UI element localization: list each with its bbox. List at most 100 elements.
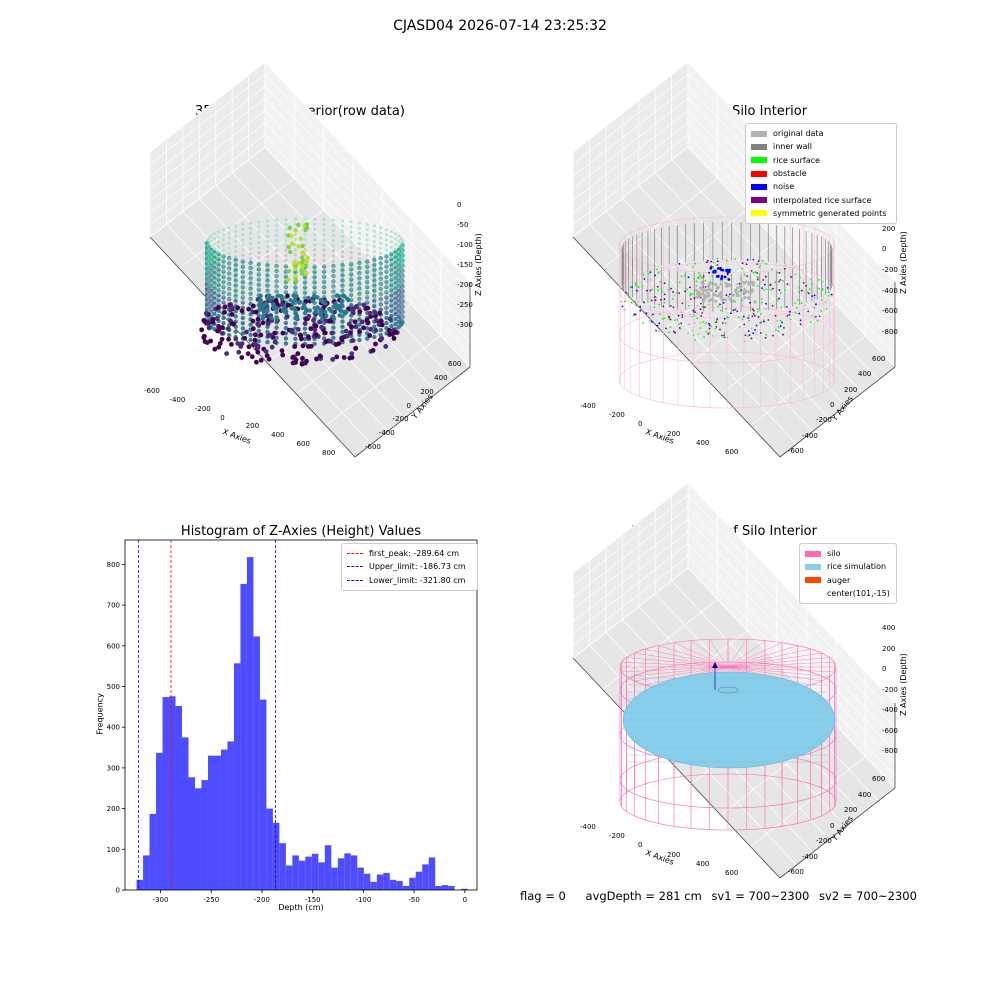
raw-point	[313, 309, 319, 314]
raw-point	[293, 243, 297, 247]
classified-point	[809, 321, 812, 324]
raw-point	[221, 264, 226, 268]
raw-point	[275, 264, 279, 268]
raw-point	[279, 348, 285, 354]
raw-point	[389, 307, 393, 311]
raw-point	[384, 294, 389, 298]
raw-point	[300, 305, 305, 311]
classified-point	[692, 309, 695, 312]
raw-point	[283, 336, 289, 341]
raw-point	[221, 238, 226, 242]
raw-point	[205, 254, 210, 258]
raw-point	[246, 344, 252, 350]
raw-point	[279, 294, 284, 299]
raw-point	[212, 257, 217, 262]
raw-point	[315, 305, 320, 310]
raw-point	[349, 261, 353, 265]
classified-point	[765, 263, 768, 265]
plot4-ztick: 400	[882, 624, 896, 632]
raw-point	[217, 276, 221, 280]
raw-point	[205, 249, 210, 253]
raw-point	[322, 289, 326, 293]
raw-point	[233, 314, 238, 319]
raw-point	[256, 328, 261, 334]
classified-point	[704, 279, 707, 282]
raw-point	[400, 316, 405, 320]
raw-point	[365, 294, 369, 298]
legend-swatch	[805, 550, 821, 557]
raw-point	[255, 316, 261, 322]
raw-point	[265, 270, 270, 274]
raw-point	[372, 265, 376, 269]
raw-point	[217, 230, 221, 234]
classified-point	[702, 275, 705, 278]
raw-point	[349, 256, 353, 260]
raw-point	[306, 313, 312, 319]
classified-point	[697, 333, 700, 336]
raw-point	[205, 290, 210, 294]
raw-point	[324, 313, 329, 318]
classified-point	[656, 324, 659, 327]
classified-point	[748, 334, 751, 336]
raw-point	[293, 232, 297, 237]
raw-point	[384, 248, 389, 252]
raw-point	[202, 339, 208, 344]
classified-point	[757, 316, 760, 318]
raw-point	[379, 262, 383, 266]
raw-point	[379, 298, 383, 302]
raw-point	[248, 322, 253, 327]
raw-point	[397, 244, 401, 248]
raw-point	[397, 285, 401, 289]
classified-point	[756, 263, 759, 265]
raw-point	[217, 245, 221, 249]
raw-point	[275, 244, 279, 248]
classified-point	[709, 324, 711, 327]
classified-point	[674, 331, 677, 334]
sv2-text: sv2 = 700~2300	[819, 889, 917, 903]
classified-point	[700, 302, 702, 305]
raw-point	[242, 335, 248, 341]
raw-point	[336, 294, 342, 299]
raw-point	[331, 249, 335, 253]
raw-point	[349, 235, 353, 239]
raw-point	[258, 357, 264, 363]
raw-point	[313, 323, 319, 329]
raw-point	[241, 238, 245, 242]
classified-point	[642, 322, 644, 324]
raw-point	[257, 225, 261, 229]
raw-point	[331, 254, 335, 258]
raw-point	[357, 309, 363, 315]
raw-point	[361, 302, 367, 308]
floor-grid-line	[638, 185, 847, 406]
raw-point	[228, 307, 234, 313]
classified-point	[639, 305, 642, 308]
classified-point	[707, 332, 710, 335]
raw-point	[331, 269, 335, 273]
raw-point	[284, 258, 288, 263]
raw-point	[295, 316, 300, 322]
raw-point	[384, 284, 389, 288]
raw-point	[322, 284, 326, 288]
classified-point	[804, 304, 807, 307]
raw-point	[241, 299, 245, 303]
classified-point	[784, 293, 786, 295]
raw-point	[331, 335, 336, 340]
raw-point	[254, 359, 259, 365]
classified-point	[806, 291, 809, 293]
raw-point	[393, 321, 398, 327]
raw-point	[313, 238, 317, 242]
classified-point	[678, 292, 680, 294]
raw-point	[293, 228, 298, 233]
raw-point	[399, 293, 403, 297]
classified-point	[683, 274, 686, 277]
classified-point	[788, 284, 790, 286]
plot1-ztick: 0	[457, 201, 462, 209]
classified-point	[620, 300, 623, 303]
raw-point	[227, 272, 231, 276]
raw-point	[249, 354, 255, 360]
classified-point	[774, 314, 777, 317]
raw-point	[293, 289, 297, 293]
raw-point	[303, 284, 307, 288]
raw-point	[389, 281, 393, 285]
